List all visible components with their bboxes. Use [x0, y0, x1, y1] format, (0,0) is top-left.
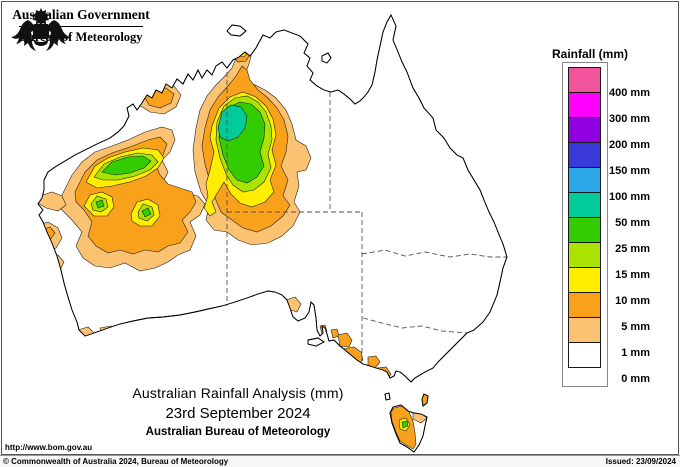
government-header: Australian Government Bureau of Meteorol…: [6, 4, 156, 51]
legend-label-15: 15 mm: [615, 269, 650, 281]
legend-cell-1: [568, 317, 601, 343]
legend-cell-10: [568, 267, 601, 293]
border-qld-nsw: [361, 249, 507, 258]
legend-label-150: 150 mm: [609, 165, 650, 177]
legend-cell-5: [568, 292, 601, 318]
legend-title: Rainfall (mm): [552, 47, 629, 61]
coat-of-arms-icon: [11, 8, 71, 51]
footer-copyright: © Commonwealth of Australia 2024, Bureau…: [3, 457, 229, 466]
legend-label-100: 100 mm: [609, 191, 650, 203]
legend-label-50: 50 mm: [615, 217, 650, 229]
legend-cell-300: [568, 92, 601, 118]
legend-label-25: 25 mm: [615, 243, 650, 255]
legend-label-0: 0 mm: [621, 373, 650, 385]
rainfall-contours: [38, 39, 429, 450]
map-agency: Australian Bureau of Meteorology: [145, 426, 331, 438]
bom-url: http://www.bom.gov.au: [5, 443, 93, 452]
legend-label-400: 400 mm: [609, 87, 650, 99]
legend-cell-200: [568, 117, 601, 143]
border-vic-nsw: [362, 317, 468, 334]
map-title: Australian Rainfall Analysis (mm): [132, 385, 344, 401]
coastline-stroke: [37, 14, 508, 453]
legend-cell-400: [568, 67, 601, 93]
legend-label-300: 300 mm: [609, 113, 650, 125]
legend-label-200: 200 mm: [609, 139, 650, 151]
legend-cell-100: [568, 167, 601, 193]
legend-label-10: 10 mm: [615, 295, 650, 307]
map-date: 23rd September 2024: [165, 405, 311, 422]
legend-cell-50: [568, 192, 601, 218]
title-block: Australian Rainfall Analysis (mm) 23rd S…: [58, 385, 418, 438]
legend-label-1: 1 mm: [621, 347, 650, 359]
legend-cell-15: [568, 242, 601, 268]
legend-color-strip: [568, 67, 601, 368]
footer-issued-date: Issued: 23/09/2024: [605, 457, 676, 466]
contour-50mm: [217, 104, 248, 142]
legend-label-5: 5 mm: [621, 321, 650, 333]
footer-bar: [0, 455, 680, 467]
state-borders: [226, 72, 507, 360]
legend-cell-25: [568, 217, 601, 243]
legend-cell-0: [568, 342, 601, 368]
legend-cell-150: [568, 142, 601, 168]
header-divider: [19, 26, 143, 27]
legend-outer-box: [562, 62, 608, 387]
